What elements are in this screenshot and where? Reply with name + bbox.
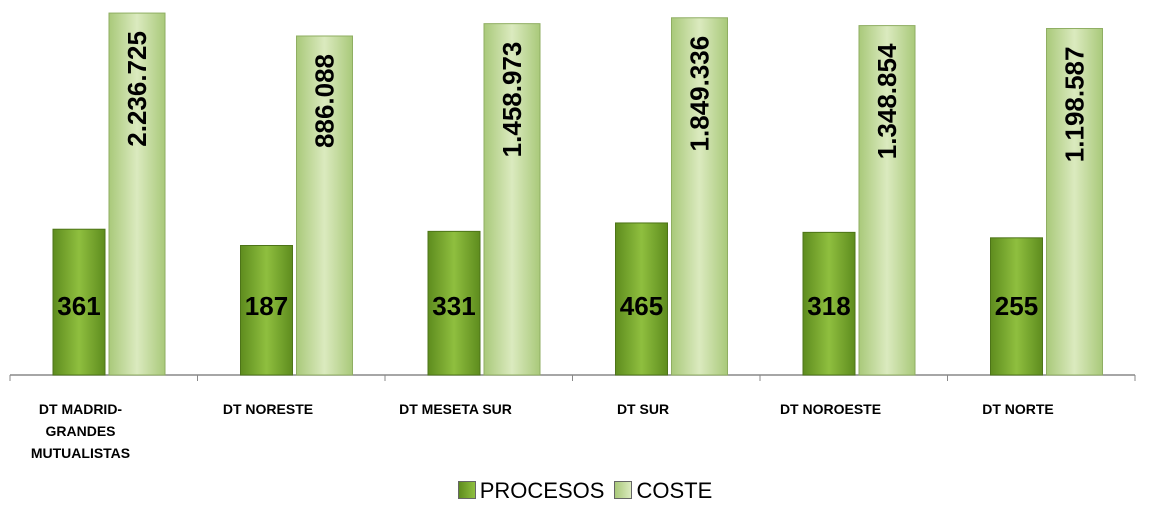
bar <box>990 237 1043 376</box>
bar <box>296 35 353 376</box>
data-label: 465 <box>620 291 663 321</box>
data-label: 2.236.725 <box>122 31 152 147</box>
data-label: 331 <box>432 291 475 321</box>
bar <box>1046 28 1103 376</box>
x-tick-label: DT NORESTE <box>222 401 314 417</box>
x-tick-label: DT NORTE <box>982 401 1054 417</box>
data-label: 255 <box>995 291 1038 321</box>
data-label: 187 <box>245 291 288 321</box>
legend-swatch <box>614 481 633 499</box>
x-tick-label: DT MESETA SUR <box>399 401 512 417</box>
data-label: 318 <box>807 291 850 321</box>
bar <box>427 230 481 376</box>
x-tick-label: DT SUR <box>616 401 670 417</box>
data-label: 1.849.336 <box>685 36 715 152</box>
legend-label: PROCESOS <box>479 478 605 503</box>
bar <box>615 222 668 376</box>
legend-swatch <box>457 481 476 499</box>
x-tick-label: DT MADRID-GRANDES MUTUALISTAS <box>30 401 131 461</box>
legend: PROCESOS COSTE <box>0 478 1160 504</box>
data-label: 1.198.587 <box>1060 47 1090 163</box>
bar <box>52 228 106 376</box>
data-label: 886.088 <box>310 54 340 148</box>
data-label: 1.458.973 <box>497 42 527 158</box>
x-tick-label: DT NOROESTE <box>779 401 882 417</box>
bar <box>240 245 293 376</box>
bar <box>802 231 856 376</box>
legend-label: COSTE <box>636 478 713 503</box>
data-label: 1.348.854 <box>872 43 902 159</box>
bar <box>483 23 541 376</box>
bar <box>108 12 166 376</box>
bar <box>671 17 728 376</box>
bar <box>858 25 916 376</box>
data-label: 361 <box>57 291 100 321</box>
